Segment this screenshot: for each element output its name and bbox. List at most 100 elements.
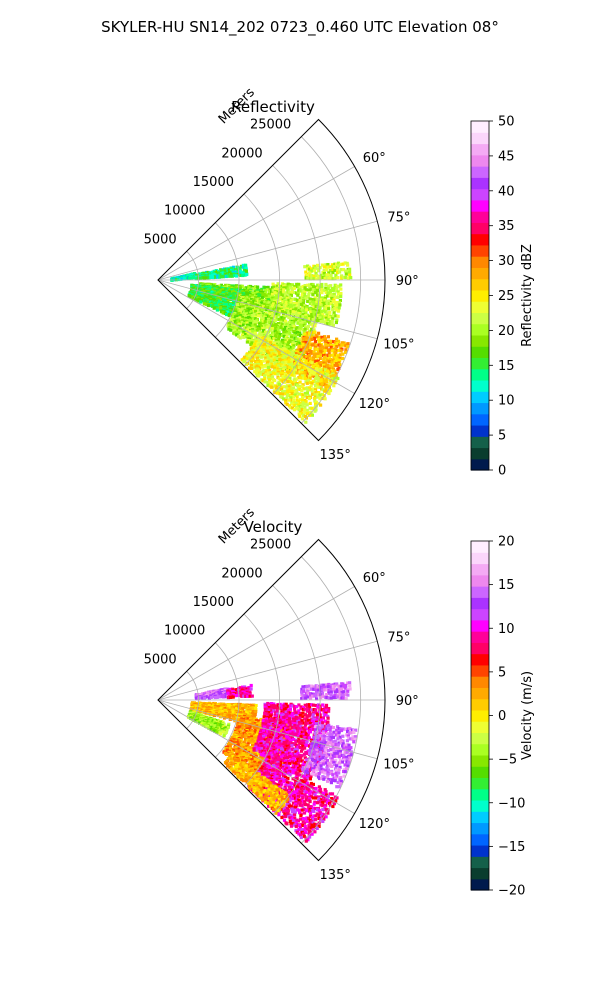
radar-cell (293, 393, 297, 397)
radar-cell (310, 313, 314, 317)
radar-cell (253, 738, 257, 742)
radar-cell (177, 277, 181, 282)
radar-cell (252, 740, 256, 744)
radar-cell (344, 342, 348, 346)
radar-cell (325, 268, 329, 272)
radar-cell (191, 276, 195, 280)
radar-cell (323, 365, 327, 369)
radar-cell (275, 712, 279, 716)
radar-cell (324, 290, 328, 295)
radar-cell (339, 294, 343, 298)
radar-cell (314, 684, 318, 688)
radar-cell (254, 766, 258, 770)
radar-cell (265, 354, 269, 358)
radar-cell (268, 312, 272, 316)
radar-cell (296, 321, 300, 325)
radar-cell (279, 378, 283, 382)
radar-cell (287, 358, 291, 362)
radar-cell (293, 705, 297, 709)
radar-cell (244, 725, 248, 729)
radar-cell (309, 371, 313, 375)
radar-cell (212, 720, 216, 724)
radar-cell (319, 370, 323, 374)
radar-cell (277, 377, 281, 381)
radar-cell (198, 696, 202, 700)
radar-cell (298, 414, 302, 418)
radar-cell (317, 337, 321, 342)
radar-cell (290, 357, 295, 361)
radar-cell (319, 403, 323, 407)
radar-cell (263, 326, 267, 330)
radar-cell (267, 294, 271, 298)
radar-cell (336, 276, 340, 280)
radar-cell (308, 342, 312, 346)
radar-cell (326, 343, 330, 347)
radar-cell (290, 321, 294, 325)
radar-cell (285, 374, 289, 378)
radar-cell (270, 362, 274, 366)
radar-cell (235, 753, 239, 757)
radar-cell (285, 370, 289, 374)
radar-cell (244, 335, 248, 339)
radar-cell (337, 301, 341, 305)
radar-cell (274, 372, 278, 376)
radar-cell (315, 691, 319, 695)
radar-cell (263, 374, 267, 378)
radar-cell (328, 294, 332, 298)
radar-cell (189, 295, 193, 299)
radar-cell (305, 684, 309, 688)
radar-cell (291, 283, 295, 287)
radar-cell (323, 719, 327, 723)
radar-cell (321, 313, 325, 317)
radar-cell (330, 369, 334, 373)
radar-cell (241, 299, 245, 303)
radar-cell (302, 358, 306, 362)
radar-cell (297, 312, 301, 316)
radar-cell (270, 331, 274, 335)
radar-cell (286, 393, 290, 397)
radar-cell (286, 291, 290, 295)
radar-cell (249, 754, 253, 758)
radar-cell (284, 392, 288, 396)
radar-cell (277, 317, 281, 321)
radar-cell (240, 694, 244, 698)
radar-cell (301, 320, 305, 324)
radar-cell (248, 366, 252, 370)
radar-cell (241, 291, 245, 295)
radar-cell (313, 339, 318, 344)
radar-cell (316, 705, 320, 709)
radar-cell (330, 288, 334, 292)
radar-cell (315, 719, 319, 723)
radar-cell (344, 683, 348, 687)
radar-cell (225, 752, 229, 756)
radar-cell (243, 309, 247, 314)
radar-cell (298, 714, 302, 718)
radar-cell (199, 291, 203, 295)
radar-cell (269, 300, 273, 304)
radar-cell (309, 269, 314, 273)
radar-cell (276, 709, 280, 713)
radar-cell (272, 285, 276, 289)
radar-cell (261, 379, 265, 383)
radar-cell (250, 332, 255, 336)
radar-cell (336, 301, 340, 305)
radar-cell (291, 402, 295, 406)
radar-cell (293, 380, 297, 384)
radar-cell (242, 269, 246, 273)
radar-cell (288, 393, 292, 397)
radar-cell (310, 694, 315, 698)
radar-cell (238, 711, 242, 715)
radar-cell (261, 314, 266, 318)
radar-cell (326, 363, 330, 367)
radar-cell (251, 751, 255, 755)
radar-cell (331, 367, 335, 371)
radar-cell (270, 346, 274, 350)
radar-cell (306, 363, 310, 367)
radar-cell (239, 296, 244, 300)
radar-cell (308, 353, 312, 357)
radar-cell (215, 693, 219, 697)
radar-cell (281, 379, 285, 383)
radar-cell (319, 379, 323, 383)
radar-cell (305, 316, 309, 320)
radar-cell (310, 332, 314, 337)
